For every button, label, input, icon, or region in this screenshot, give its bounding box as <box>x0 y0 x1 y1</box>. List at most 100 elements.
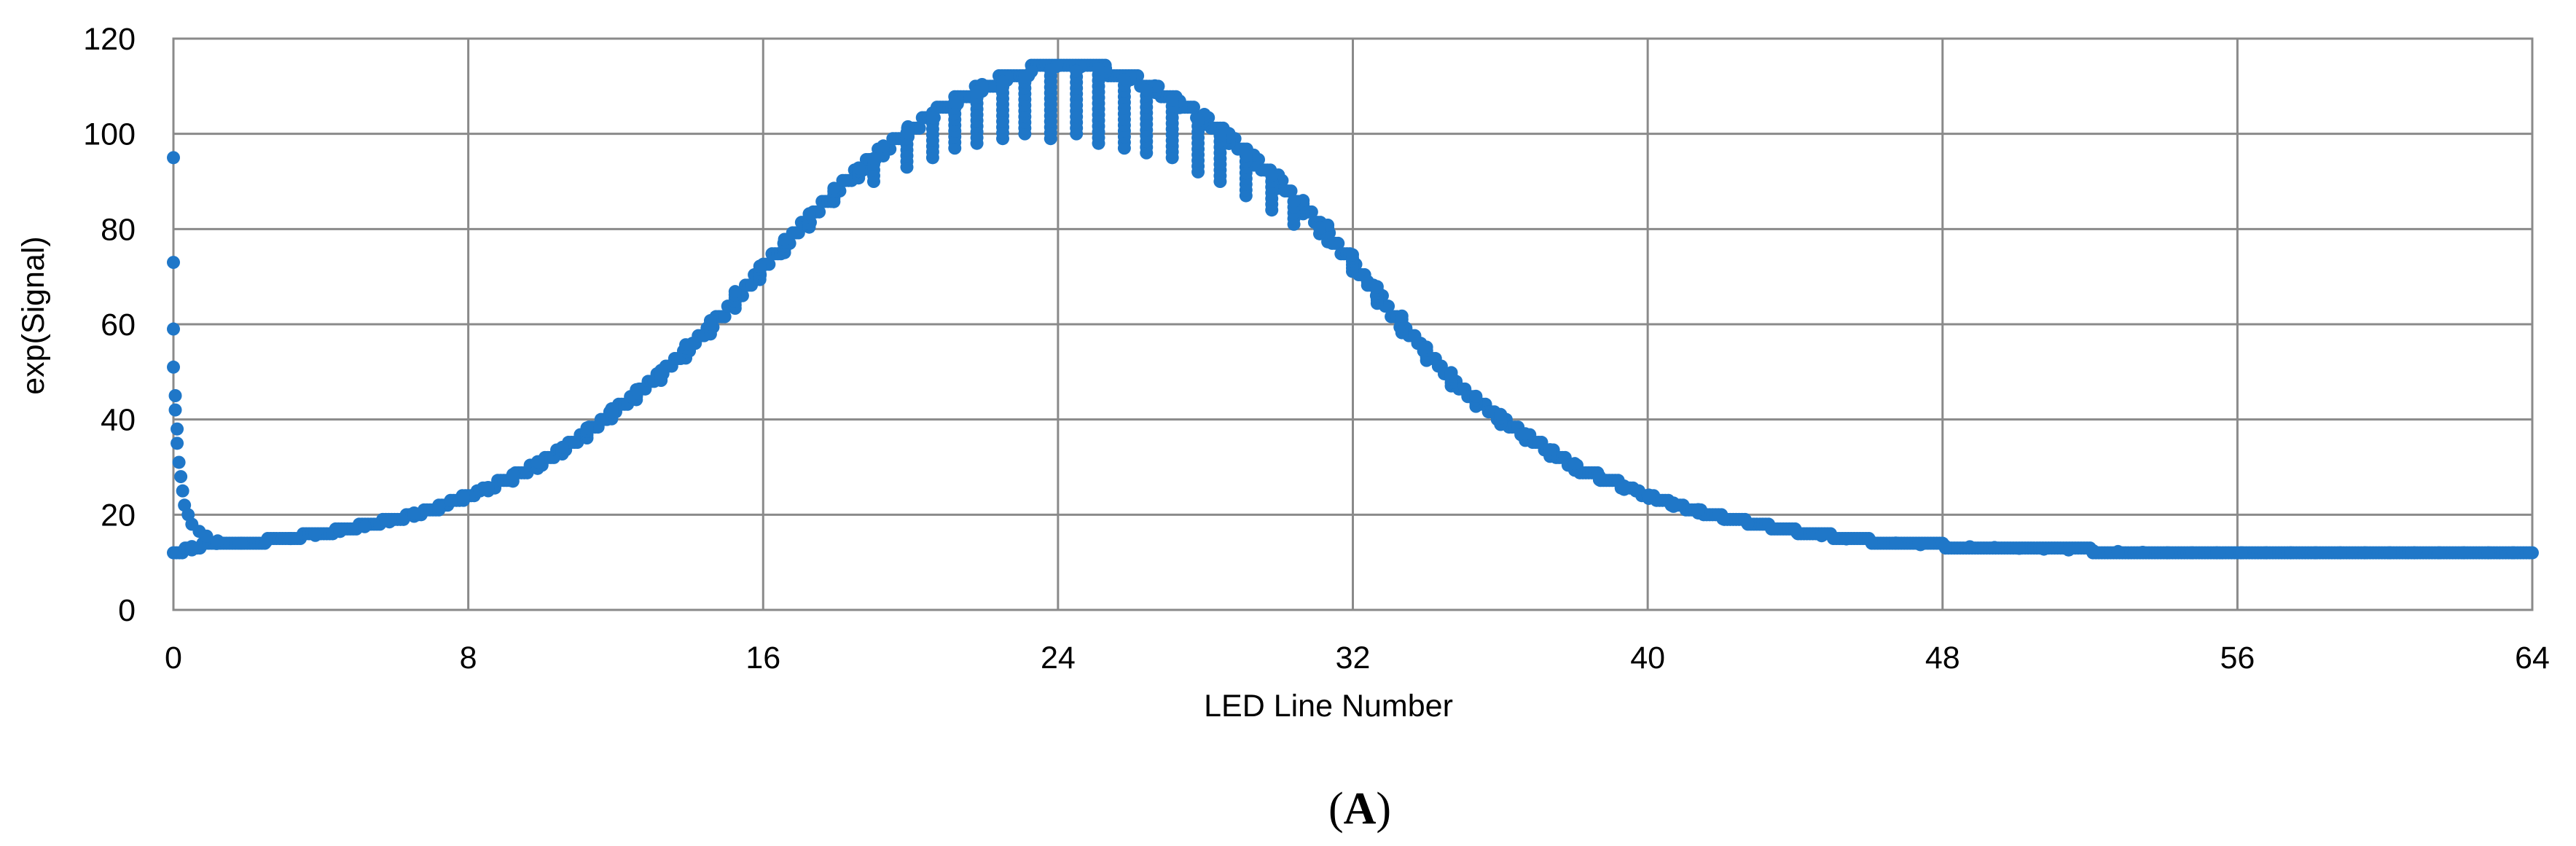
data-point <box>2309 546 2322 560</box>
data-point <box>1667 496 1680 510</box>
data-point <box>654 364 668 377</box>
data-point <box>1331 236 1345 250</box>
y-tick-label: 100 <box>83 117 136 152</box>
data-point <box>2432 546 2446 560</box>
data-point <box>1239 149 1253 162</box>
data-point <box>2456 546 2470 560</box>
panel-label-letter: A <box>1344 784 1377 834</box>
data-point <box>168 389 182 402</box>
data-point <box>1018 70 1032 84</box>
data-point <box>407 506 421 520</box>
y-tick-label: 0 <box>118 593 136 628</box>
data-point <box>283 532 297 546</box>
data-point <box>176 484 189 498</box>
data-point <box>1741 517 1755 530</box>
data-point <box>172 455 186 469</box>
data-point <box>718 310 732 324</box>
data-point <box>1092 62 1105 76</box>
data-point <box>2185 546 2199 560</box>
data-point <box>383 515 396 529</box>
data-point <box>1519 427 1532 441</box>
data-point <box>1345 248 1359 262</box>
data-point <box>925 111 939 125</box>
data-point <box>308 528 322 542</box>
x-tick-label: 0 <box>165 641 182 675</box>
data-point <box>2526 546 2539 560</box>
data-point <box>1963 540 1977 554</box>
data-point <box>1444 366 1458 380</box>
data-point <box>2284 546 2298 560</box>
data-point <box>432 500 446 514</box>
x-axis-title: LED Line Number <box>1204 689 1453 724</box>
data-point <box>531 455 544 469</box>
data-point <box>1691 503 1705 517</box>
data-point <box>259 535 273 549</box>
data-point <box>580 421 594 435</box>
data-point <box>1265 169 1279 183</box>
data-point <box>358 520 372 533</box>
data-point <box>1469 389 1483 403</box>
panel-label-open: ( <box>1328 784 1344 834</box>
data-point <box>1140 83 1154 97</box>
data-point <box>1864 535 1878 549</box>
data-point <box>866 152 880 165</box>
data-point <box>481 480 495 494</box>
y-axis-title: exp(Signal) <box>16 236 51 395</box>
data-point <box>1191 114 1205 128</box>
data-point <box>605 402 619 416</box>
data-point <box>900 126 914 140</box>
data-point <box>703 314 717 328</box>
data-point <box>753 259 767 273</box>
data-point <box>1988 541 2002 555</box>
data-point <box>1914 538 1927 552</box>
data-point <box>2506 546 2520 560</box>
data-point <box>555 440 569 454</box>
data-point <box>1814 529 1828 543</box>
data-point <box>1790 525 1804 539</box>
data-point <box>1213 129 1227 143</box>
data-point <box>1889 536 1903 550</box>
data-point <box>1382 299 1395 313</box>
data-point <box>167 151 180 165</box>
panel-label-close: ) <box>1376 784 1391 834</box>
data-point <box>1716 512 1730 525</box>
data-point <box>185 540 199 554</box>
y-tick-label: 60 <box>101 308 136 342</box>
data-point <box>174 470 188 484</box>
data-series <box>167 58 2539 560</box>
data-point <box>2408 546 2422 560</box>
data-point <box>1617 479 1631 493</box>
data-point <box>171 422 184 436</box>
data-point <box>2086 544 2100 557</box>
data-point <box>1117 73 1131 87</box>
data-point <box>1839 532 1853 546</box>
data-point <box>970 85 984 99</box>
data-point <box>457 490 471 504</box>
data-point <box>1567 457 1581 471</box>
data-point <box>2136 545 2150 559</box>
data-point <box>791 226 805 240</box>
data-point <box>1370 280 1384 294</box>
data-point <box>2234 546 2248 560</box>
data-point <box>1165 93 1179 107</box>
data-point <box>813 205 826 219</box>
x-tick-label: 40 <box>1630 641 1665 675</box>
x-tick-label: 24 <box>1041 641 1076 675</box>
data-point <box>1543 443 1557 457</box>
data-point <box>2012 541 2026 555</box>
data-point <box>2259 546 2273 560</box>
x-tick-label: 8 <box>460 641 477 675</box>
data-point <box>1361 275 1374 289</box>
data-point <box>630 383 643 396</box>
data-point <box>802 207 816 221</box>
data-point <box>2111 544 2125 558</box>
data-point <box>1284 184 1298 198</box>
y-tick-label: 120 <box>83 22 136 57</box>
data-point <box>235 536 248 550</box>
y-tick-label: 20 <box>101 498 136 533</box>
data-point <box>877 139 890 153</box>
data-point <box>728 285 742 299</box>
data-point <box>2037 542 2051 556</box>
x-tick-label: 56 <box>2220 641 2255 675</box>
